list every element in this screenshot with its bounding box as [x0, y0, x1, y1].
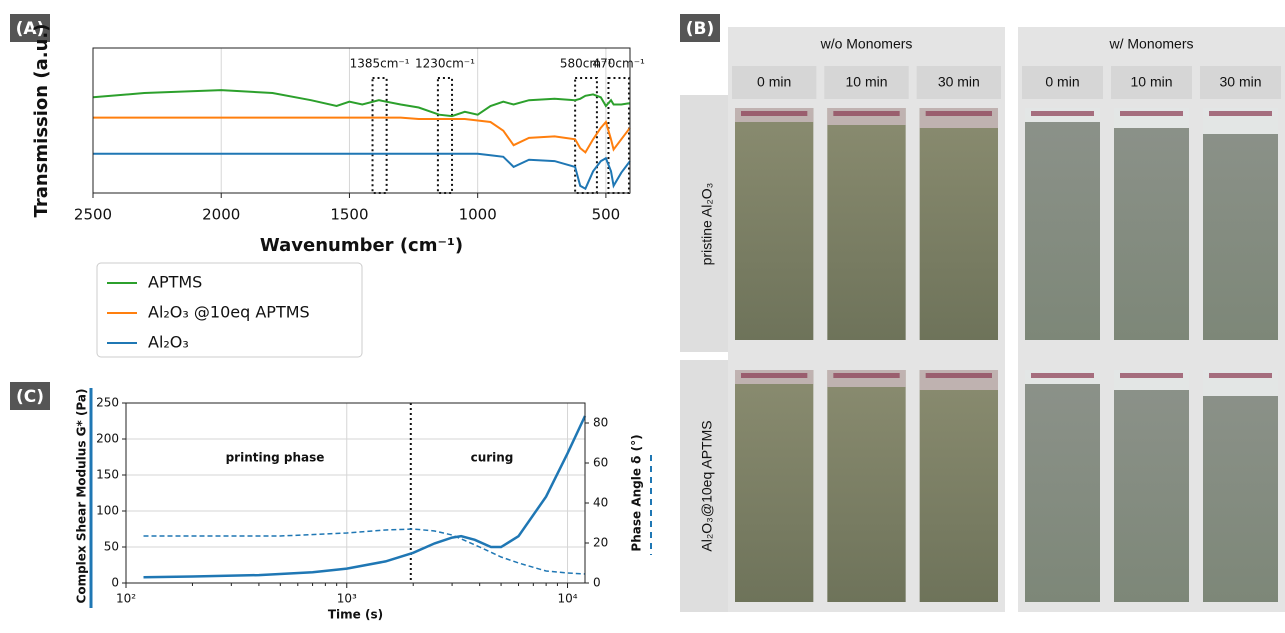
vial-photo [735, 108, 814, 340]
vial-rim [1120, 373, 1183, 378]
series-line [143, 415, 587, 579]
region-label: 1230cm⁻¹ [415, 57, 475, 71]
row-label-bg [680, 360, 728, 612]
vial-cap [827, 370, 906, 387]
group-title: w/ Monomers [1108, 36, 1193, 52]
vial-rim [1031, 373, 1094, 378]
chart: (C) 10² 10³ 10⁴ 0 50 100 150 200 250 0 20 40 60 80 Time… [10, 382, 652, 622]
group-title: w/o Monomers [820, 36, 913, 52]
x-tick-label: 10⁴ [557, 592, 577, 606]
vial-rim [1031, 111, 1094, 116]
vial-rim [1120, 111, 1183, 116]
panel-label: (A) [16, 19, 45, 39]
region-label: 470cm⁻¹ [593, 57, 646, 71]
vial-photo [1203, 370, 1278, 602]
row-label-bg [680, 95, 728, 352]
row-label: pristine Al₂O₃ [699, 183, 715, 266]
chart: (A) 2500 2000 1500 1000 500 1385cm⁻¹ 1230cm⁻¹ 58… [10, 14, 646, 358]
series-line [143, 528, 586, 575]
y2-tick-label: 60 [593, 456, 608, 470]
vial-rim [1209, 111, 1272, 116]
vial-photo [827, 108, 906, 340]
vial-rim [925, 111, 992, 116]
y-axis-label: Complex Shear Modulus G* (Pa) [75, 389, 89, 604]
vial-photo [735, 370, 814, 602]
y2-tick-label: 0 [593, 576, 601, 590]
y-tick-label: 0 [111, 576, 119, 590]
legend-label: Al₂O₃ [148, 333, 189, 352]
time-header-bg [916, 66, 1001, 99]
panel-label-box [10, 382, 50, 410]
time-header-bg [824, 66, 909, 99]
panel-label-box [680, 14, 720, 42]
time-label: 10 min [845, 74, 887, 90]
x-tick-label: 2000 [202, 206, 240, 224]
y-tick-label: 200 [96, 432, 119, 446]
photo-panel: (B) w/o Monomers 0 min 10 min 30 min w/ Monom… [680, 14, 1285, 612]
vial-cap [827, 108, 906, 125]
row-label: Al₂O₃@10eq APTMS [699, 420, 715, 551]
time-label: 30 min [938, 74, 980, 90]
highlight-region [371, 77, 388, 194]
plot-frame [92, 47, 631, 194]
vial-photo [827, 370, 906, 602]
vial-photo [1025, 108, 1100, 340]
x-tick-label: 2500 [74, 206, 112, 224]
highlight-region [436, 77, 454, 194]
x-axis-label: Wavenumber (cm⁻¹) [260, 235, 463, 256]
vial-photo [1203, 108, 1278, 340]
series-line [93, 152, 631, 191]
y2-axis-label: Phase Angle δ (°) [630, 434, 644, 551]
vial-photo [919, 108, 998, 340]
vial-rim [833, 373, 900, 378]
time-header-bg [1111, 66, 1192, 99]
x-tick-label: 10³ [337, 592, 357, 606]
y2-tick-label: 80 [593, 416, 608, 430]
plot-frame [125, 402, 586, 584]
x-tick-label: 1500 [330, 206, 368, 224]
legend-label: Al₂O₃ @10eq APTMS [148, 303, 310, 322]
vial-rim [741, 373, 808, 378]
vial-photo [1114, 370, 1189, 602]
vial-photo [919, 370, 998, 602]
series-line [92, 89, 631, 118]
y-tick-label: 250 [96, 396, 119, 410]
vial-rim [1209, 373, 1272, 378]
x-axis-label: Time (s) [328, 608, 383, 622]
annotation: printing phase [226, 451, 325, 465]
time-header-bg [1200, 66, 1281, 99]
panel-label: (C) [16, 387, 44, 407]
highlight-region [574, 77, 598, 194]
y-tick-label: 50 [104, 540, 119, 554]
time-label: 10 min [1130, 74, 1172, 90]
vial-rim [833, 111, 900, 116]
series-line [93, 116, 631, 154]
time-header-bg [732, 66, 817, 99]
x-tick-label: 500 [592, 206, 621, 224]
vial-photo [1025, 370, 1100, 602]
x-tick-label: 10² [116, 592, 136, 606]
legend-box [96, 262, 363, 358]
y2-tick-label: 40 [593, 496, 608, 510]
legend-label: APTMS [148, 273, 202, 292]
region-label: 580cm⁻¹ [560, 57, 613, 71]
panel-label: (B) [686, 19, 715, 39]
panel-label-box [10, 14, 50, 42]
time-label: 0 min [1045, 74, 1079, 90]
x-tick-label: 1000 [459, 206, 497, 224]
vial-photo [1114, 108, 1189, 340]
vial-rim [925, 373, 992, 378]
y-tick-label: 150 [96, 468, 119, 482]
annotation: curing [471, 451, 514, 465]
vial-rim [741, 111, 808, 116]
y2-tick-label: 20 [593, 536, 608, 550]
region-label: 1385cm⁻¹ [350, 57, 410, 71]
time-label: 0 min [757, 74, 791, 90]
time-label: 30 min [1219, 74, 1261, 90]
time-header-bg [1022, 66, 1103, 99]
y-axis-label: Transmission (a.u.) [31, 24, 52, 218]
y-tick-label: 100 [96, 504, 119, 518]
